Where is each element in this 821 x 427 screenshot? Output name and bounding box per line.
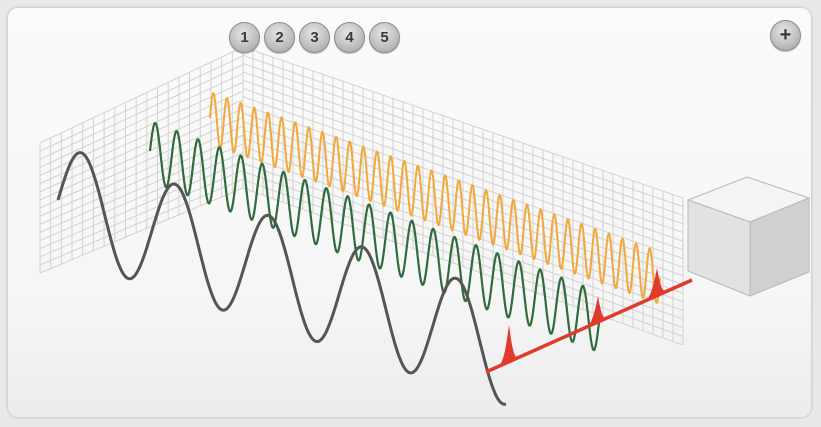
step-3-button[interactable]: 3	[299, 22, 330, 53]
detector-spike-high	[648, 268, 666, 298]
detector-spike-mid	[588, 296, 607, 326]
grid-right-panel	[242, 46, 684, 346]
detector-line	[485, 278, 693, 374]
high-frequency-wave	[209, 91, 661, 305]
grid-left-panel	[39, 46, 244, 274]
step-buttons: 1 2 3 4 5	[229, 22, 400, 53]
detector-spike-low	[499, 325, 519, 366]
receiver-cube	[686, 176, 811, 297]
step-5-button[interactable]: 5	[369, 22, 400, 53]
step-4-button[interactable]: 4	[334, 22, 365, 53]
step-1-button[interactable]: 1	[229, 22, 260, 53]
step-2-button[interactable]: 2	[264, 22, 295, 53]
medium-frequency-wave	[148, 122, 601, 351]
zoom-in-button[interactable]: +	[770, 20, 801, 51]
low-frequency-wave	[56, 151, 507, 406]
